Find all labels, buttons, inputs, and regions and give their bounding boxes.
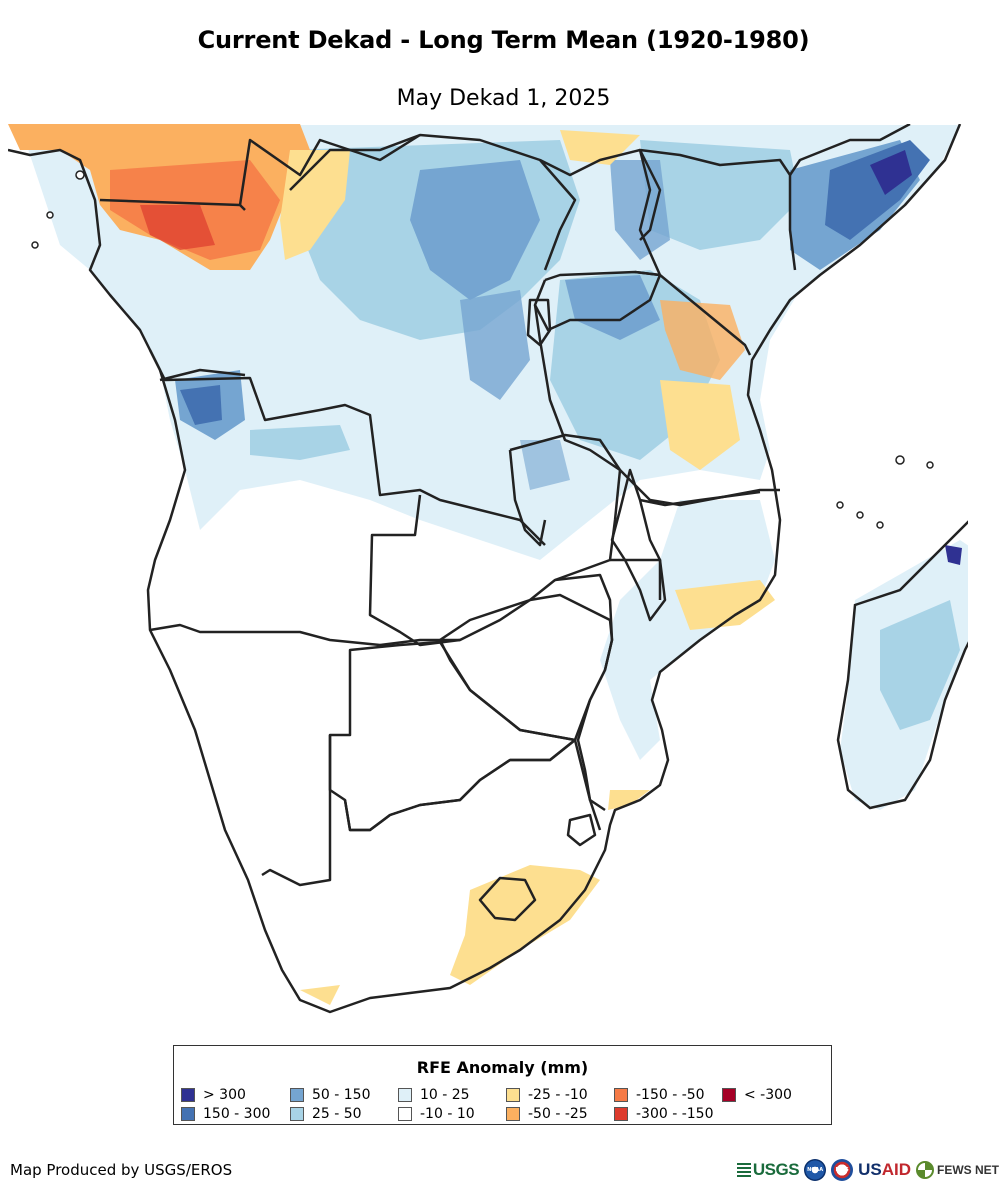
anomaly-25-50-ethiopia bbox=[640, 140, 800, 250]
madagascar-coastline bbox=[836, 520, 968, 810]
credit-text: Map Produced by USGS/EROS bbox=[10, 1161, 233, 1179]
border-angola-drc bbox=[159, 368, 246, 382]
legend-swatch bbox=[506, 1087, 520, 1102]
island-seychelles-2 bbox=[926, 461, 934, 469]
legend-label: -25 - -10 bbox=[528, 1086, 588, 1103]
border-kenya bbox=[634, 148, 797, 356]
border-south-africa-north bbox=[343, 738, 602, 832]
border-drc-zambia-pedicle bbox=[508, 449, 547, 547]
legend-swatch bbox=[290, 1106, 304, 1121]
legend: RFE Anomaly (mm) > 300 150 - 300 50 - 150 2… bbox=[173, 1045, 832, 1125]
legend-swatch bbox=[181, 1087, 195, 1102]
anomaly-map bbox=[8, 124, 968, 1014]
noaa-logo: NOAA bbox=[804, 1159, 827, 1181]
fews-net-logo: FEWS NET bbox=[916, 1161, 999, 1179]
island-seychelles-1 bbox=[895, 455, 905, 465]
anomaly-neg10-25-mozambique bbox=[675, 580, 775, 630]
border-rwanda-burundi bbox=[526, 298, 552, 347]
nws-logo: NWS bbox=[831, 1159, 854, 1181]
anomaly-50-150-drc bbox=[460, 290, 530, 400]
island-comoros-3 bbox=[876, 521, 884, 529]
border-ssudan-ethiopia bbox=[638, 149, 662, 241]
border-ethiopia-somalia bbox=[788, 124, 911, 176]
usgs-bars-icon bbox=[736, 1163, 751, 1177]
anomaly-150-300-angola bbox=[180, 385, 222, 425]
legend-label: 50 - 150 bbox=[312, 1086, 371, 1103]
legend-swatch bbox=[506, 1106, 520, 1121]
island-principe bbox=[31, 241, 39, 249]
anomaly-25-50-madagascar bbox=[880, 600, 960, 730]
legend-label: < -300 bbox=[744, 1086, 792, 1103]
anomaly-50-150-congo bbox=[410, 160, 540, 300]
legend-swatch bbox=[398, 1106, 412, 1121]
legend-item: > 300 bbox=[181, 1085, 290, 1104]
legend-item: < -300 bbox=[722, 1085, 822, 1104]
map-title: Current Dekad - Long Term Mean (1920-198… bbox=[197, 26, 810, 54]
legend-items: > 300 150 - 300 50 - 150 25 - 50 10 - 25 -10 … bbox=[181, 1085, 826, 1123]
anomaly-50-150-zambia bbox=[520, 440, 570, 490]
border-congo-drc bbox=[148, 349, 546, 546]
anomaly-gt300-madagascar bbox=[945, 545, 962, 565]
border-uganda bbox=[533, 270, 662, 332]
fews-globe-icon bbox=[916, 1161, 934, 1179]
border-car-cameroon bbox=[238, 133, 421, 206]
border-lesotho bbox=[478, 876, 537, 922]
coastline-mainland bbox=[8, 124, 962, 1014]
legend-item: 25 - 50 bbox=[290, 1104, 398, 1123]
anomaly-neg10-25-tanzania bbox=[660, 380, 740, 470]
anomaly-gt300-somalia bbox=[870, 150, 912, 195]
legend-item: 10 - 25 bbox=[398, 1085, 506, 1104]
usgs-logo: USGS bbox=[736, 1160, 800, 1180]
anomaly-neg150-300-cameroon bbox=[140, 205, 215, 250]
legend-label: -50 - -25 bbox=[528, 1105, 588, 1122]
legend-item: 50 - 150 bbox=[290, 1085, 398, 1104]
legend-swatch bbox=[722, 1087, 736, 1102]
agency-logos: USGS NOAA NWS USAID FEWS NET bbox=[736, 1156, 999, 1184]
island-comoros-2 bbox=[856, 511, 864, 519]
border-zambia bbox=[368, 433, 622, 647]
legend-label: > 300 bbox=[203, 1086, 246, 1103]
anomaly-25-50-angola bbox=[250, 425, 350, 460]
border-drc-north bbox=[289, 133, 641, 191]
legend-item: -25 - -10 bbox=[506, 1085, 614, 1104]
anomaly-neg10-25-maputo bbox=[608, 790, 650, 810]
legend-title: RFE Anomaly (mm) bbox=[416, 1058, 589, 1077]
anomaly-10-25-mozambique bbox=[600, 500, 775, 760]
island-comoros-1 bbox=[836, 501, 844, 509]
anomaly-50-150-south-sudan bbox=[610, 160, 670, 260]
map-subtitle: May Dekad 1, 2025 bbox=[396, 86, 611, 111]
legend-label: 150 - 300 bbox=[203, 1105, 271, 1122]
anomaly-50-150-uganda bbox=[565, 275, 660, 340]
island-sao-tome bbox=[46, 211, 54, 219]
legend-swatch bbox=[398, 1087, 412, 1102]
island-bioko bbox=[75, 170, 85, 180]
anomaly-neg10-25-sudan bbox=[560, 130, 640, 165]
legend-swatch bbox=[181, 1106, 195, 1121]
legend-item: -150 - -50 bbox=[614, 1085, 722, 1104]
legend-label: -150 - -50 bbox=[636, 1086, 705, 1103]
legend-swatch bbox=[290, 1087, 304, 1102]
border-eswatini bbox=[566, 813, 597, 847]
legend-label: -300 - -150 bbox=[636, 1105, 714, 1122]
legend-label: 10 - 25 bbox=[420, 1086, 470, 1103]
border-sudan-ssudan bbox=[539, 159, 577, 271]
usaid-logo: USAID bbox=[858, 1160, 911, 1179]
border-namibia-south bbox=[261, 735, 332, 887]
border-namibia-angola bbox=[149, 623, 460, 647]
anomaly-neg10-25-south-africa-east bbox=[450, 865, 600, 985]
border-malawi bbox=[610, 468, 667, 622]
legend-item: 150 - 300 bbox=[181, 1104, 290, 1123]
legend-swatch bbox=[614, 1106, 628, 1121]
legend-label: 25 - 50 bbox=[312, 1105, 362, 1122]
legend-label: -10 - 10 bbox=[420, 1105, 475, 1122]
anomaly-neg25-50-kenya-tz bbox=[660, 300, 745, 380]
legend-swatch bbox=[614, 1087, 628, 1102]
anomaly-neg10-25-cape bbox=[300, 985, 340, 1005]
legend-item: -10 - 10 bbox=[398, 1104, 506, 1123]
anomaly-neg10-25-car bbox=[280, 150, 350, 260]
legend-item: -300 - -150 bbox=[614, 1104, 722, 1123]
border-nmozambique-tanzania bbox=[639, 490, 761, 507]
legend-item: -50 - -25 bbox=[506, 1104, 614, 1123]
